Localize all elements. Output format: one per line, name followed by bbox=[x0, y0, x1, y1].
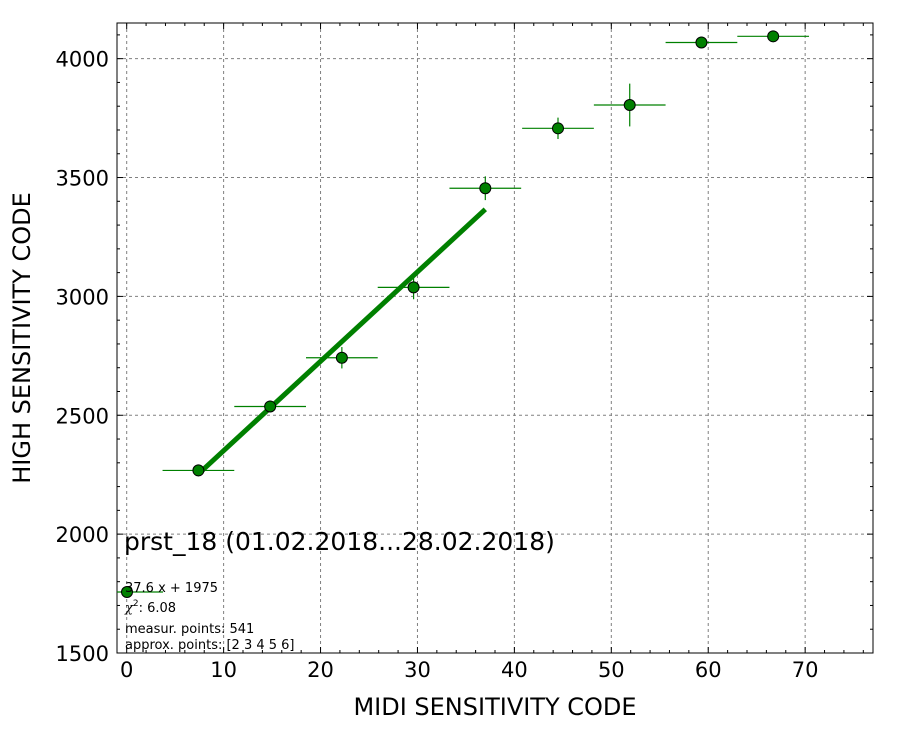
data-point bbox=[407, 281, 420, 294]
x-tick-label: 20 bbox=[307, 658, 334, 682]
legend-measured-label: measur. points: 541 bbox=[125, 622, 254, 637]
legend-fit-label: 37.6 x + 1975 bbox=[125, 581, 218, 596]
legend: 37.6 x + 1975 χ2: 6.08 measur. points: 5… bbox=[117, 581, 295, 653]
x-tick-label: 60 bbox=[695, 658, 722, 682]
y-tick-label: 3500 bbox=[56, 167, 109, 191]
data-point bbox=[695, 36, 708, 49]
y-axis-label: HIGH SENSITIVITY CODE bbox=[8, 192, 36, 484]
y-tick-label: 4000 bbox=[56, 48, 109, 72]
x-tick-label: 70 bbox=[792, 658, 819, 682]
fit-line bbox=[196, 207, 488, 476]
data-points bbox=[162, 30, 810, 477]
y-tick-label: 2500 bbox=[56, 404, 109, 428]
y-tick-label: 3000 bbox=[56, 285, 109, 309]
y-tick-label: 1500 bbox=[56, 642, 109, 666]
data-point bbox=[192, 464, 205, 477]
fit-line-layer bbox=[196, 207, 488, 476]
legend-chi2-value: : 6.08 bbox=[139, 601, 176, 616]
grid bbox=[117, 23, 873, 653]
axis-ticks: 0 10 20 30 40 50 60 70 1500 2000 2500 3000 3500 4000 bbox=[56, 23, 873, 682]
data-point bbox=[479, 182, 492, 195]
data-point bbox=[767, 30, 780, 43]
data-point bbox=[623, 99, 636, 112]
plot-frame bbox=[116, 22, 874, 654]
legend-approx-label: approx. points: [2 3 4 5 6] bbox=[125, 638, 295, 653]
x-axis-label: MIDI SENSITIVITY CODE bbox=[353, 693, 636, 721]
y-tick-label: 2000 bbox=[56, 523, 109, 547]
x-tick-label: 30 bbox=[404, 658, 431, 682]
x-tick-label: 50 bbox=[598, 658, 625, 682]
x-tick-label: 40 bbox=[501, 658, 528, 682]
data-point bbox=[552, 122, 564, 135]
data-point bbox=[264, 400, 277, 413]
data-point bbox=[335, 351, 348, 364]
x-tick-label: 10 bbox=[210, 658, 237, 682]
legend-chi2: χ2: 6.08 bbox=[124, 599, 176, 616]
legend-marker-sample bbox=[121, 586, 133, 598]
x-tick-label: 0 bbox=[120, 658, 133, 682]
chart-title: prst_18 (01.02.2018...28.02.2018) bbox=[124, 527, 555, 556]
